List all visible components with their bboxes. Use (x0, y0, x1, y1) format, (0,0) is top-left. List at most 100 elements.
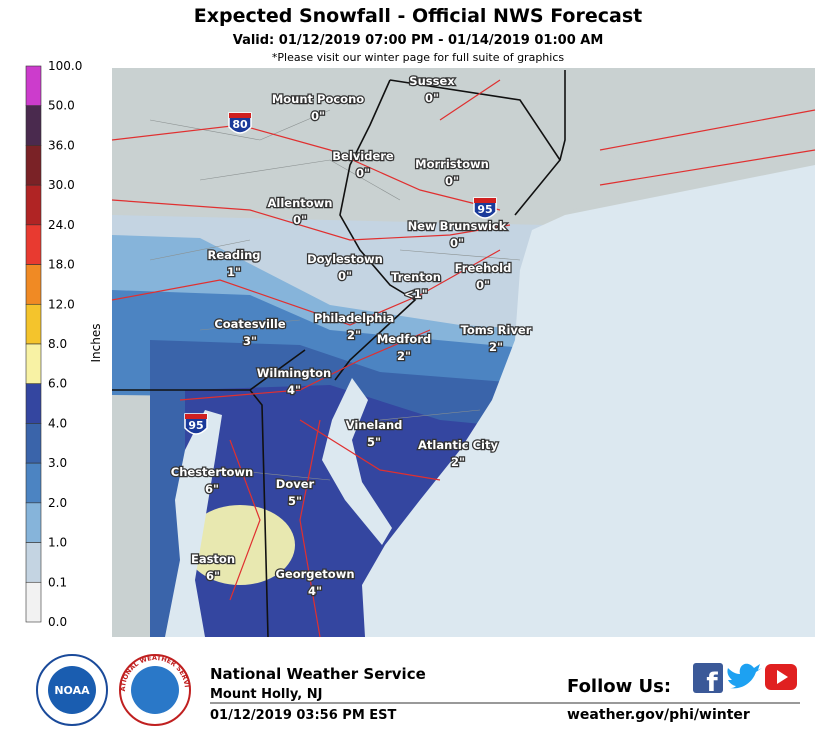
legend-swatch (25, 184, 42, 226)
snow-amount: <1" (404, 287, 428, 301)
noaa-logo (48, 666, 96, 714)
place-name: New Brunswick (408, 219, 507, 233)
interstate-number: 95 (477, 203, 492, 216)
snow-amount: 6" (206, 569, 220, 583)
place-name: Mount Pocono (272, 92, 364, 106)
place-name: Morristown (415, 157, 489, 171)
map: Mount Pocono 0" Sussex 0" Belvidere 0" Morrist… (111, 68, 816, 638)
place-name: Trenton (391, 270, 441, 284)
place-name: Doylestown (307, 252, 383, 266)
place-name: Easton (191, 552, 235, 566)
twitter-icon[interactable] (727, 663, 762, 689)
legend-swatch (25, 145, 42, 186)
delaware-bay (322, 378, 392, 545)
legend-label: 3.0 (48, 456, 67, 470)
nws-logo (131, 666, 179, 714)
snow-amount: 0" (425, 91, 439, 105)
legend-label: 100.0 (48, 59, 82, 73)
snow-amount: 0" (338, 269, 352, 283)
place-name: Medford (377, 332, 431, 346)
legend-label: 1.0 (48, 536, 67, 550)
follow-us: Follow Us: (567, 676, 671, 697)
place-name: Allentown (268, 196, 333, 210)
place-name: Freehold (455, 261, 512, 275)
office: National Weather Service (210, 665, 426, 683)
legend-swatch (25, 65, 42, 107)
interstate-shield (474, 198, 496, 203)
issued: 01/12/2019 03:56 PM EST (210, 708, 397, 723)
snow-amount: 5" (367, 435, 381, 449)
snow-amount: 5" (288, 494, 302, 508)
legend-swatch (25, 105, 42, 146)
snow-amount: 0" (311, 109, 325, 123)
snow-amount: 4" (308, 584, 322, 598)
place-name: Wilmington (257, 366, 332, 380)
valid-time: Valid: 01/12/2019 07:00 PM - 01/14/2019 … (233, 33, 604, 48)
county-lines (149, 109, 521, 481)
place-name: Philadelphia (314, 311, 394, 325)
snow-amount: 0" (476, 278, 490, 292)
place-name: Georgetown (275, 567, 354, 581)
legend-label: 0.1 (48, 575, 67, 589)
legend-unit: Inches (89, 324, 103, 363)
place-name: Vineland (346, 418, 403, 432)
legend-swatch (25, 581, 42, 623)
place-name: Atlantic City (418, 438, 498, 452)
snow-amount: 2" (489, 340, 503, 354)
place-name: Reading (207, 248, 260, 262)
legend-swatch (25, 502, 42, 543)
legend-swatch (25, 224, 42, 265)
url[interactable]: weather.gov/phi/winter (567, 707, 750, 723)
snow-amount: 6" (205, 482, 219, 496)
legend-label: 50.0 (48, 99, 75, 113)
place-name: Sussex (409, 74, 455, 88)
roads (111, 79, 816, 638)
legend-label: 12.0 (48, 297, 75, 311)
legend: Inches 100.0 50.0 36.0 30.0 24.0 18.0 12.0 8.0 6… (25, 59, 103, 629)
youtube-icon (777, 670, 788, 684)
interstate-number: 95 (188, 419, 203, 432)
legend-label: 0.0 (48, 615, 67, 629)
noaa-text: NOAA (54, 684, 90, 697)
legend-label: 18.0 (48, 258, 75, 272)
snow-amount: 2" (397, 349, 411, 363)
snow-amount: 3" (243, 334, 257, 348)
legend-label: 2.0 (48, 496, 67, 510)
long-island (520, 92, 815, 212)
legend-swatch (25, 264, 42, 305)
facebook-icon[interactable] (693, 663, 723, 693)
legend-swatch (25, 383, 42, 424)
location: Mount Holly, NJ (210, 687, 323, 702)
snow-amount: 0" (445, 174, 459, 188)
legend-label: 24.0 (48, 218, 75, 232)
chesapeake-bay (165, 410, 222, 637)
snow-amount: 4" (287, 383, 301, 397)
snow-amount: 1" (227, 265, 241, 279)
legend-swatch (25, 423, 42, 464)
place-name: Dover (276, 477, 315, 491)
place-name: Chestertown (171, 465, 253, 479)
ocean (362, 165, 815, 637)
legend-label: 36.0 (48, 138, 75, 152)
interstate-shield (229, 113, 251, 118)
snow-amount: 2" (451, 455, 465, 469)
snow-amount: 0" (293, 213, 307, 227)
snow-amount: 0" (356, 166, 370, 180)
legend-label: 6.0 (48, 377, 67, 391)
legend-label: 4.0 (48, 416, 67, 430)
snow-zone (185, 505, 295, 585)
title: Expected Snowfall - Official NWS Forecas… (194, 5, 642, 27)
snow-amount: 0" (450, 236, 464, 250)
legend-label: 8.0 (48, 337, 67, 351)
place-name: Coatesville (214, 317, 286, 331)
interstate-number: 80 (232, 118, 248, 131)
legend-swatch (25, 303, 42, 345)
place-name: Belvidere (332, 149, 394, 163)
legend-swatch (25, 462, 42, 504)
state-borders (112, 70, 566, 638)
legend-swatch (25, 542, 42, 583)
note: *Please visit our winter page for full s… (272, 51, 564, 64)
snow-amount: 2" (347, 328, 361, 342)
legend-swatch (25, 343, 42, 385)
